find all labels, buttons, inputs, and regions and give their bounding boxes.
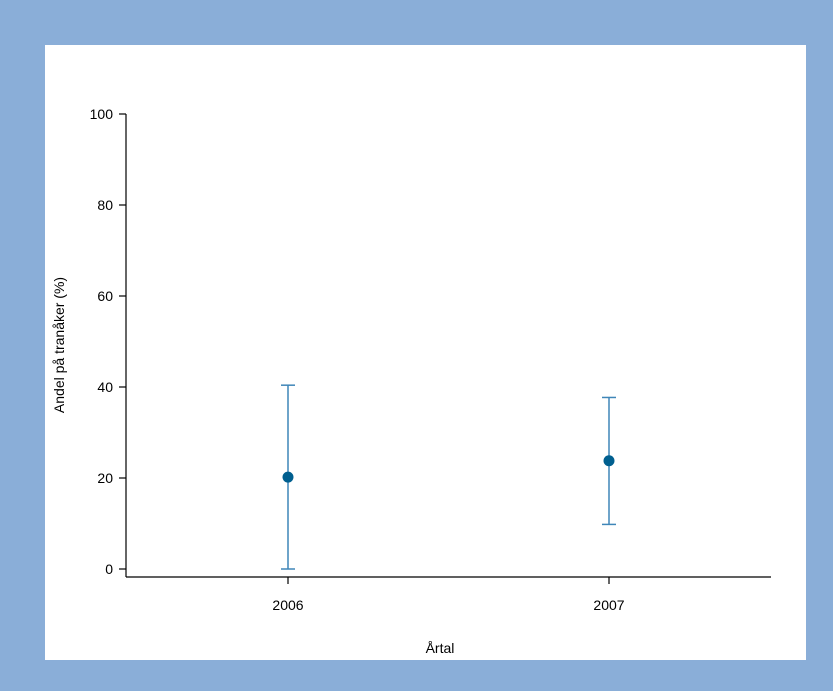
y-tick-label: 80 xyxy=(97,197,113,213)
x-axis-title: Årtal xyxy=(426,640,455,656)
chart-panel xyxy=(45,45,806,660)
y-tick-label: 40 xyxy=(97,379,113,395)
x-tick-label: 2007 xyxy=(593,597,624,613)
x-tick-label: 2006 xyxy=(272,597,303,613)
error-bars xyxy=(281,384,616,570)
y-axis-title: Andel på tranåker (%) xyxy=(51,277,67,413)
data-point xyxy=(603,455,615,467)
data-points xyxy=(282,455,615,483)
y-tick-label: 20 xyxy=(97,470,113,486)
y-ticks: 0 20 40 60 80 100 xyxy=(90,106,126,577)
y-tick-label: 100 xyxy=(90,106,114,122)
data-point xyxy=(282,471,294,483)
y-tick-label: 0 xyxy=(105,561,113,577)
x-ticks: 2006 2007 xyxy=(272,577,625,613)
y-tick-label: 60 xyxy=(97,288,113,304)
